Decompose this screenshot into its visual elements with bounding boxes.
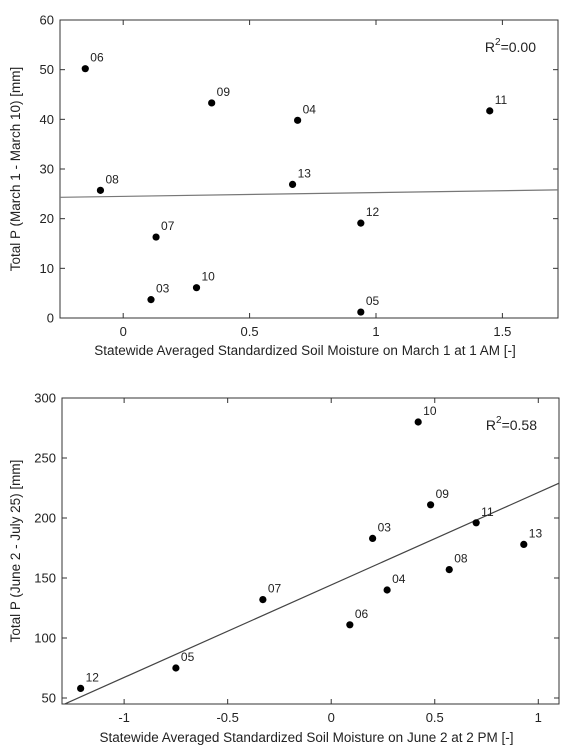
point-label-09: 09 bbox=[436, 487, 450, 501]
x-tick-label: 1.5 bbox=[493, 324, 511, 339]
point-label-07: 07 bbox=[161, 219, 175, 233]
chart-march: 0 0.5 1 1.5 0 10 20 30 40 50 60 06 09 04 11 08 13 12 07 10 0… bbox=[8, 13, 559, 358]
x-tick-label: 1 bbox=[372, 324, 379, 339]
x-tick-label: -1 bbox=[118, 710, 130, 725]
y-tick-label: 150 bbox=[34, 571, 56, 586]
y-tick-label: 300 bbox=[34, 391, 56, 406]
point-label-09: 09 bbox=[217, 85, 231, 99]
point-label-03: 03 bbox=[156, 282, 170, 296]
x-tick-label: 0.5 bbox=[426, 710, 444, 725]
data-point-08 bbox=[445, 566, 453, 574]
trend-line bbox=[60, 189, 558, 198]
y-tick-label: 200 bbox=[34, 511, 56, 526]
y-tick-label: 30 bbox=[40, 162, 54, 177]
data-point-12 bbox=[357, 219, 365, 227]
point-label-03: 03 bbox=[378, 520, 392, 534]
data-point-06 bbox=[81, 65, 89, 73]
x-tick-label: -0.5 bbox=[216, 710, 238, 725]
data-point-09 bbox=[208, 99, 216, 107]
y-axis-label: Total P (June 2 - July 25) [mm] bbox=[8, 460, 23, 643]
data-point-10 bbox=[414, 418, 422, 426]
data-point-09 bbox=[427, 501, 435, 509]
r-squared-label: R2=0.58 bbox=[486, 415, 537, 433]
data-point-04 bbox=[383, 586, 391, 594]
point-label-13: 13 bbox=[298, 166, 312, 180]
y-tick-label: 60 bbox=[40, 13, 54, 28]
y-tick-label: 100 bbox=[34, 631, 56, 646]
data-point-06 bbox=[346, 621, 354, 629]
point-label-05: 05 bbox=[366, 294, 380, 308]
y-tick-label: 10 bbox=[40, 261, 54, 276]
data-point-10 bbox=[192, 284, 201, 292]
plot-frame bbox=[61, 397, 560, 705]
point-label-11: 11 bbox=[481, 505, 494, 519]
point-label-10: 10 bbox=[202, 270, 216, 284]
data-point-05 bbox=[172, 664, 180, 672]
data-point-05 bbox=[357, 308, 365, 316]
x-tick-label: 0 bbox=[328, 710, 335, 725]
y-tick-label: 50 bbox=[42, 691, 56, 706]
point-label-10: 10 bbox=[423, 404, 437, 418]
x-tick-label: 1 bbox=[535, 710, 542, 725]
data-point-12 bbox=[77, 684, 85, 693]
point-label-07: 07 bbox=[268, 582, 282, 596]
data-point-08 bbox=[96, 186, 105, 194]
y-tick-label: 50 bbox=[40, 62, 54, 77]
point-label-08: 08 bbox=[454, 552, 468, 566]
point-label-12: 12 bbox=[86, 670, 100, 684]
point-label-13: 13 bbox=[529, 526, 543, 540]
x-tick-label: 0 bbox=[120, 324, 127, 339]
y-tick-label: 0 bbox=[47, 311, 54, 326]
y-axis-label: Total P (March 1 - March 10) [mm] bbox=[8, 67, 23, 272]
point-label-06: 06 bbox=[90, 51, 104, 65]
point-label-11: 11 bbox=[495, 93, 508, 107]
data-point-07 bbox=[259, 596, 267, 604]
point-label-06: 06 bbox=[355, 607, 369, 621]
point-label-05: 05 bbox=[181, 650, 195, 664]
r-squared-label: R2=0.00 bbox=[485, 37, 536, 55]
point-label-04: 04 bbox=[303, 102, 317, 116]
y-tick-label: 250 bbox=[34, 451, 56, 466]
point-label-12: 12 bbox=[366, 205, 380, 219]
point-label-04: 04 bbox=[392, 572, 406, 586]
y-tick-label: 20 bbox=[40, 211, 54, 226]
point-label-08: 08 bbox=[105, 172, 119, 186]
y-tick-label: 40 bbox=[40, 112, 54, 127]
data-point-11 bbox=[472, 519, 480, 527]
data-point-03 bbox=[147, 296, 155, 304]
data-point-04 bbox=[294, 116, 302, 124]
data-point-11 bbox=[486, 107, 494, 115]
data-point-07 bbox=[152, 233, 160, 241]
data-point-03 bbox=[369, 534, 377, 543]
data-point-13 bbox=[520, 540, 528, 549]
x-axis-label: Statewide Averaged Standardized Soil Moi… bbox=[100, 730, 514, 745]
data-point-13 bbox=[288, 180, 297, 188]
x-tick-label: 0.5 bbox=[241, 324, 259, 339]
x-axis-label: Statewide Averaged Standardized Soil Moi… bbox=[94, 343, 515, 358]
